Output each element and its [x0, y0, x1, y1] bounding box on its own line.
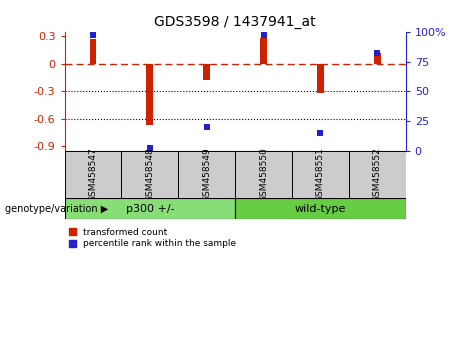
Bar — [65, 151, 121, 198]
Text: GSM458548: GSM458548 — [145, 147, 154, 202]
Text: wild-type: wild-type — [295, 204, 346, 214]
Bar — [178, 151, 235, 198]
Bar — [235, 198, 406, 219]
Bar — [121, 151, 178, 198]
Bar — [89, 39, 96, 64]
Text: p300 +/-: p300 +/- — [125, 204, 174, 214]
Text: GSM458547: GSM458547 — [89, 147, 97, 202]
Bar — [317, 64, 324, 93]
Text: GSM458551: GSM458551 — [316, 147, 325, 202]
Bar — [292, 151, 349, 198]
Text: GSM458550: GSM458550 — [259, 147, 268, 202]
Bar — [203, 64, 210, 80]
Text: GSM458549: GSM458549 — [202, 147, 211, 202]
Legend: transformed count, percentile rank within the sample: transformed count, percentile rank withi… — [69, 228, 236, 248]
Title: GDS3598 / 1437941_at: GDS3598 / 1437941_at — [154, 16, 316, 29]
Bar — [235, 151, 292, 198]
Bar — [349, 151, 406, 198]
Bar — [260, 38, 267, 64]
Bar — [65, 198, 235, 219]
Bar — [147, 64, 153, 125]
Text: GSM458552: GSM458552 — [373, 147, 382, 202]
Text: genotype/variation ▶: genotype/variation ▶ — [5, 204, 108, 214]
Bar — [374, 53, 381, 64]
